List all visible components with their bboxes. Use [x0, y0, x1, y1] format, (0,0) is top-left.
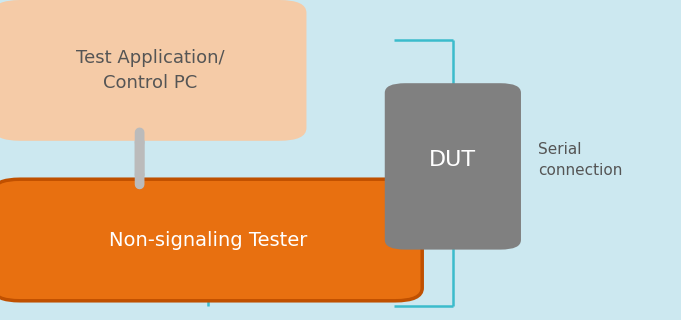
Text: Non-signaling Tester: Non-signaling Tester	[108, 230, 307, 250]
FancyBboxPatch shape	[0, 179, 422, 301]
Text: Serial
connection: Serial connection	[538, 142, 622, 178]
Text: Test Application/
Control PC: Test Application/ Control PC	[76, 49, 224, 92]
Text: DUT: DUT	[429, 150, 477, 170]
FancyBboxPatch shape	[385, 83, 521, 250]
FancyBboxPatch shape	[0, 0, 306, 141]
